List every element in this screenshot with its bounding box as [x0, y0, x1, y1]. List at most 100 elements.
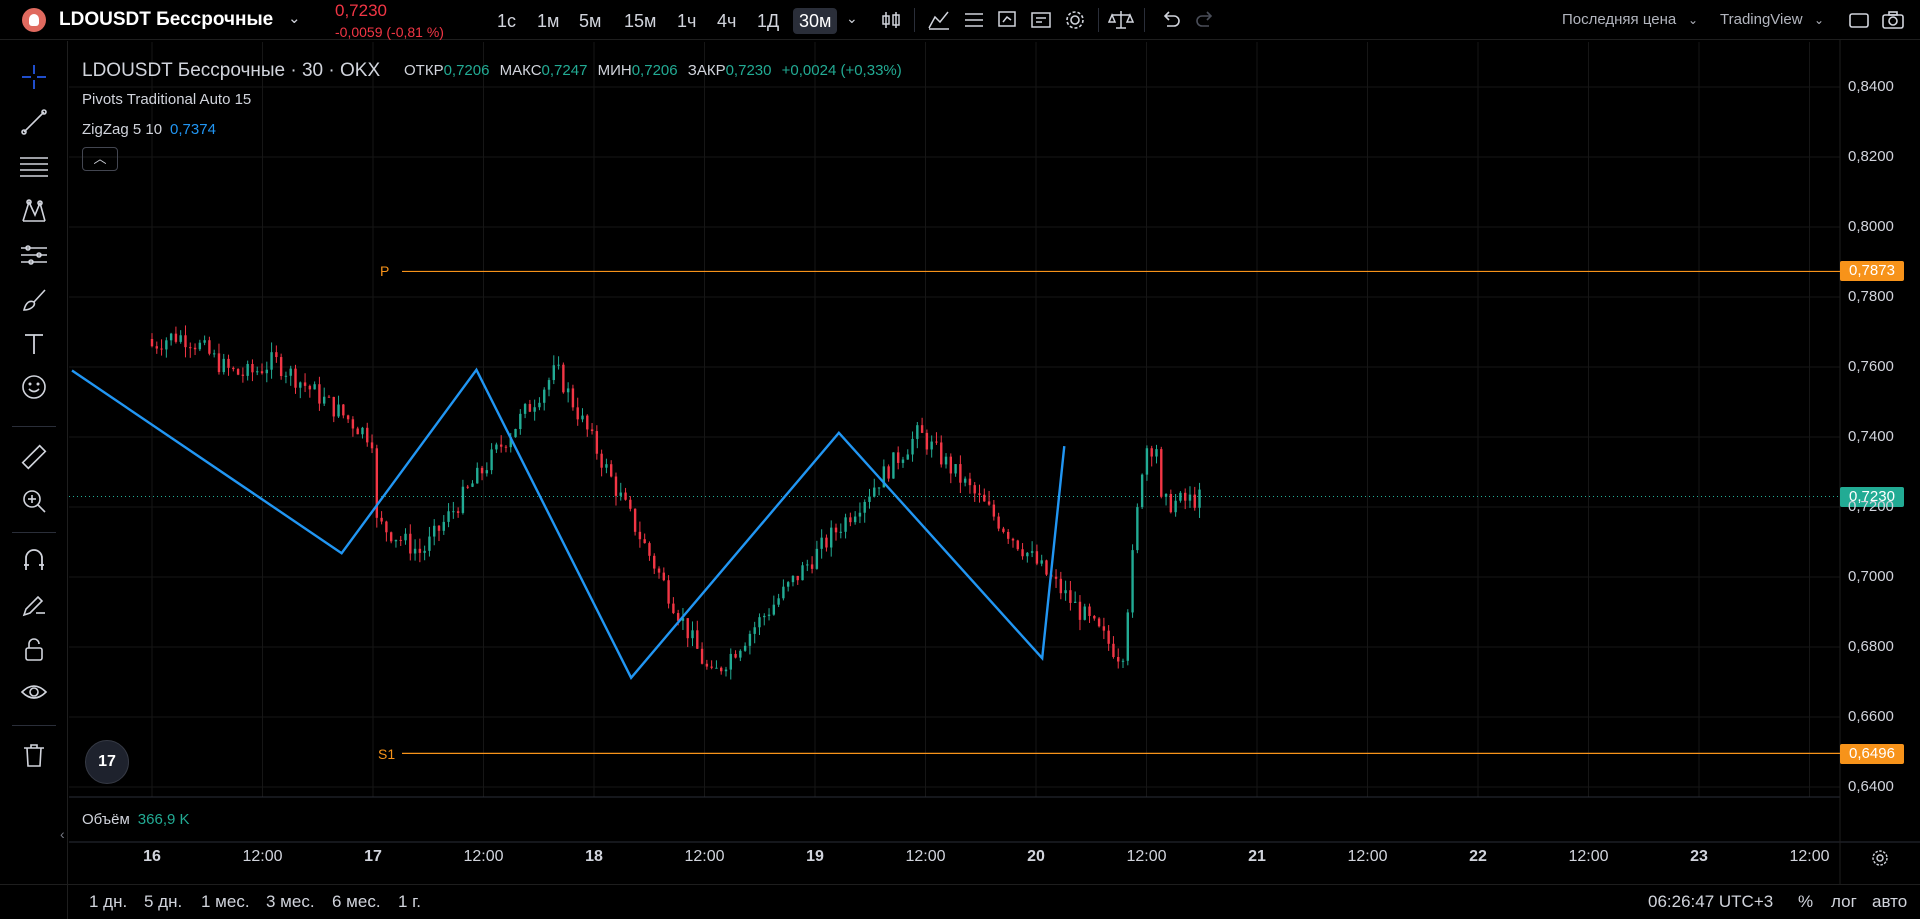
price-type-chevron-icon[interactable]: ⌄ [1688, 13, 1699, 27]
candle-body [490, 449, 493, 471]
candle-body [222, 358, 225, 373]
pattern-icon[interactable] [18, 195, 50, 227]
redo-icon[interactable] [1192, 8, 1218, 32]
alert-icon[interactable] [994, 8, 1020, 32]
time-axis-label: 21 [1248, 848, 1266, 865]
time-axis-label: 12:00 [242, 848, 283, 865]
provider-select[interactable]: TradingView [1720, 11, 1803, 28]
range-6m-button[interactable]: 6 мес. [332, 892, 381, 911]
brush-icon[interactable] [18, 284, 50, 316]
symbol-name[interactable]: LDOUSDT Бессрочные [59, 9, 274, 30]
price-axis-label: 0,8000 [1848, 218, 1894, 235]
candle-body [1073, 601, 1077, 603]
candle-body [873, 487, 876, 497]
stay-in-drawing-mode-icon[interactable] [18, 589, 50, 621]
fullscreen-icon[interactable] [1846, 8, 1872, 32]
candle-body [1059, 578, 1063, 594]
timeframe-1h[interactable]: 1ч [677, 11, 697, 31]
candle-body [1040, 560, 1043, 564]
collapse-toolbar-icon[interactable]: ‹ [60, 826, 65, 842]
symbol-logo-icon[interactable] [22, 8, 46, 32]
high-key: МАКС [499, 62, 542, 79]
candle-body [1045, 560, 1048, 575]
candle-body [748, 633, 752, 646]
candle-body [1102, 626, 1106, 631]
timeframe-30m[interactable]: 30м [793, 8, 838, 34]
bottom-toolbar: 1 дн. 5 дн. 1 мес. 3 мес. 6 мес. 1 г. 06… [0, 884, 1920, 919]
price-type-select[interactable]: Последняя цена [1562, 11, 1677, 28]
candle-body [633, 508, 637, 532]
undo-icon[interactable] [1158, 8, 1184, 32]
crosshair-icon[interactable] [18, 61, 50, 93]
provider-chevron-icon[interactable]: ⌄ [1814, 13, 1825, 27]
candle-body [978, 493, 981, 495]
timeframe-1d[interactable]: 1Д [757, 11, 780, 31]
candle-body [892, 452, 895, 479]
zoom-in-icon[interactable] [18, 485, 50, 517]
candle-body [217, 353, 221, 373]
candle-body [1121, 660, 1125, 662]
replay-icon[interactable] [1028, 8, 1054, 32]
compare-scale-icon[interactable] [1108, 8, 1134, 32]
timeframe-1m[interactable]: 1м [537, 11, 560, 31]
chevron-down-icon[interactable]: ⌄ [288, 10, 301, 27]
candle-body [1179, 492, 1182, 501]
indicator-pivots[interactable]: Pivots Traditional Auto 15 [82, 91, 252, 108]
candle-body [1078, 601, 1082, 620]
timeframe-1s[interactable]: 1с [497, 11, 517, 31]
log-toggle[interactable]: лог [1831, 892, 1857, 911]
clock[interactable]: 06:26:47 UTC+3 [1648, 892, 1774, 911]
candle-body [777, 598, 780, 605]
candle-body [389, 532, 393, 542]
candle-body [925, 432, 929, 450]
candle-body [643, 539, 646, 544]
candle-body [815, 548, 819, 569]
range-1y-button[interactable]: 1 г. [398, 892, 422, 911]
candle-body [600, 453, 603, 468]
candle-body [662, 572, 666, 581]
tradingview-logo-icon[interactable]: 17 [85, 740, 129, 784]
timeframe-chevron-icon[interactable]: ⌄ [846, 10, 858, 26]
indicators-icon[interactable] [926, 8, 952, 32]
candle-body [930, 441, 933, 450]
candle-body [203, 340, 206, 343]
range-1m-button[interactable]: 1 мес. [201, 892, 250, 911]
price-axis-label: 0,6800 [1848, 638, 1894, 655]
candle-body [796, 575, 799, 581]
percent-toggle[interactable]: % [1798, 892, 1814, 911]
timeframe-4h[interactable]: 4ч [717, 11, 737, 31]
collapse-legend-button[interactable]: ︿ [82, 147, 118, 171]
prediction-icon[interactable] [18, 239, 50, 271]
indicator-zigzag[interactable]: ZigZag 5 10 0,7374 [82, 121, 216, 138]
trend-line-icon[interactable] [18, 106, 50, 138]
timeframe-5m[interactable]: 5м [579, 11, 602, 31]
candle-body [839, 531, 842, 533]
candle-body [686, 618, 689, 639]
lock-icon[interactable] [18, 633, 50, 665]
text-tool-icon[interactable] [18, 328, 50, 360]
auto-toggle[interactable]: авто [1872, 892, 1908, 911]
axis-settings-gear-icon[interactable] [1870, 848, 1890, 868]
timeframe-15m[interactable]: 15м [624, 11, 657, 31]
eye-icon[interactable] [18, 676, 50, 708]
fib-lines-icon[interactable] [18, 151, 50, 183]
trash-icon[interactable] [18, 739, 50, 771]
ruler-icon[interactable] [18, 441, 50, 473]
candle-body [576, 407, 579, 420]
screenshot-camera-icon[interactable] [1880, 8, 1906, 32]
candle-body [1016, 540, 1019, 550]
templates-icon[interactable] [961, 8, 987, 32]
range-3m-button[interactable]: 3 мес. [266, 892, 315, 911]
magnet-icon[interactable] [18, 544, 50, 576]
open-value: 0,7206 [443, 62, 490, 79]
settings-gear-icon[interactable] [1062, 8, 1088, 32]
emoji-icon[interactable] [18, 371, 50, 403]
range-5d-button[interactable]: 5 дн. [144, 892, 183, 911]
candle-body [830, 527, 833, 548]
range-1d-button[interactable]: 1 дн. [89, 892, 128, 911]
candle-body [619, 492, 622, 496]
candle-body [275, 352, 278, 358]
candles-icon[interactable] [878, 8, 904, 32]
candle-body [791, 575, 795, 583]
